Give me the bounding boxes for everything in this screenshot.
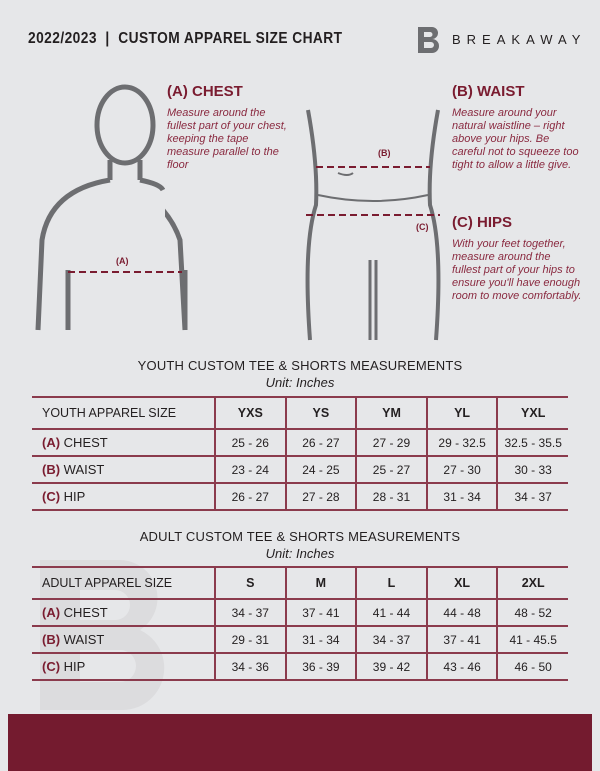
table-header-row: YOUTH APPAREL SIZE YXS YS YM YL YXL: [32, 396, 568, 430]
size-header: XL: [425, 566, 498, 600]
measurement-value: 27 - 30: [425, 455, 498, 484]
measurement-value: 28 - 31: [355, 482, 427, 511]
measurement-label: (C) HIP: [32, 652, 215, 681]
measurement-value: 37 - 41: [425, 625, 498, 654]
measurement-value: 44 - 48: [425, 598, 498, 627]
measurement-name: CHEST: [63, 435, 108, 450]
measurement-value: 27 - 28: [284, 482, 357, 511]
footer-bar: [8, 714, 592, 771]
adult-table-title: ADULT CUSTOM TEE & SHORTS MEASUREMENTS: [139, 529, 461, 544]
measurement-value: 30 - 33: [496, 455, 568, 484]
measurement-code: (B): [42, 632, 61, 647]
size-header: YS: [284, 396, 357, 430]
chest-figure-illustration: [35, 84, 165, 331]
youth-size-table: YOUTH APPAREL SIZE YXS YS YM YL YXL (A) CHEST 2…: [32, 396, 568, 511]
chest-marker: (A): [116, 256, 129, 266]
size-header: YM: [355, 396, 427, 430]
measurement-code: (B): [42, 462, 61, 477]
measurement-label: (C) HIP: [32, 482, 215, 511]
hips-heading: (C) HIPS: [452, 214, 512, 231]
measurement-value: 34 - 36: [214, 652, 286, 681]
measurement-value: 26 - 27: [284, 428, 357, 457]
size-header: M: [284, 566, 357, 600]
chest-figure-right-illustration: [165, 208, 188, 331]
measurement-value: 25 - 27: [355, 455, 427, 484]
measurement-value: 26 - 27: [214, 482, 286, 511]
measurement-value: 25 - 26: [214, 428, 286, 457]
waist-hips-figure-illustration: [305, 109, 441, 341]
measurement-value: 36 - 39: [284, 652, 357, 681]
measurement-value: 39 - 42: [355, 652, 427, 681]
measurement-value: 34 - 37: [214, 598, 286, 627]
waist-marker: (B): [378, 148, 391, 158]
measurement-label: (A) CHEST: [32, 598, 215, 627]
measurement-name: HIP: [63, 489, 86, 504]
adult-size-table: ADULT APPAREL SIZE S M L XL 2XL (A) CHEST 34 - …: [32, 566, 568, 681]
size-header: L: [355, 566, 427, 600]
size-header: YXS: [214, 396, 286, 430]
measurement-name: CHEST: [63, 605, 108, 620]
table-row: (A) CHEST 25 - 26 26 - 27 27 - 29 29 - 32.5 3…: [32, 428, 568, 457]
size-header: S: [214, 566, 286, 600]
measurement-value: 23 - 24: [214, 455, 286, 484]
breakaway-logo-icon: [418, 27, 439, 53]
measurement-code: (C): [42, 489, 61, 504]
page-title: 2022/2023 | CUSTOM APPAREL SIZE CHART: [28, 30, 343, 47]
measurement-label: (B) WAIST: [32, 455, 215, 484]
table-row: (B) WAIST 23 - 24 24 - 25 25 - 27 27 - 30 30 …: [32, 455, 568, 484]
size-header: 2XL: [496, 566, 568, 600]
measurement-value: 43 - 46: [425, 652, 498, 681]
measurement-name: WAIST: [63, 462, 105, 477]
measurement-code: (A): [42, 435, 61, 450]
measurement-name: WAIST: [63, 632, 105, 647]
measurement-code: (A): [42, 605, 61, 620]
measurement-value: 27 - 29: [355, 428, 427, 457]
size-label-header: ADULT APPAREL SIZE: [32, 566, 215, 600]
hips-marker: (C): [416, 222, 429, 232]
brand-name: BREAKAWAY: [452, 32, 587, 47]
youth-unit: Unit: Inches: [265, 375, 335, 390]
size-header: YXL: [496, 396, 568, 430]
measurement-value: 34 - 37: [496, 482, 568, 511]
measurement-value: 24 - 25: [284, 455, 357, 484]
measurement-label: (A) CHEST: [32, 428, 215, 457]
measurement-value: 29 - 32.5: [425, 428, 498, 457]
measurement-value: 48 - 52: [496, 598, 568, 627]
chest-heading: (A) CHEST: [167, 83, 243, 100]
waist-heading: (B) WAIST: [452, 83, 525, 100]
chest-measure-line: [68, 271, 182, 273]
size-header: YL: [425, 396, 498, 430]
adult-unit: Unit: Inches: [265, 546, 335, 561]
measurement-value: 41 - 44: [355, 598, 427, 627]
measurement-code: (C): [42, 659, 61, 674]
measurement-name: HIP: [63, 659, 86, 674]
table-row: (A) CHEST 34 - 37 37 - 41 41 - 44 44 - 48 48 …: [32, 598, 568, 627]
hips-description: With your feet together, measure around …: [452, 238, 582, 302]
measurement-value: 41 - 45.5: [496, 625, 568, 654]
measurement-label: (B) WAIST: [32, 625, 215, 654]
measurement-value: 29 - 31: [214, 625, 286, 654]
size-label-header: YOUTH APPAREL SIZE: [32, 396, 215, 430]
table-header-row: ADULT APPAREL SIZE S M L XL 2XL: [32, 566, 568, 600]
chest-description: Measure around the fullest part of your …: [167, 107, 287, 171]
measurement-value: 31 - 34: [425, 482, 498, 511]
youth-table-title: YOUTH CUSTOM TEE & SHORTS MEASUREMENTS: [137, 358, 463, 373]
measurement-value: 46 - 50: [496, 652, 568, 681]
table-row: (C) HIP 26 - 27 27 - 28 28 - 31 31 - 34 34 - …: [32, 482, 568, 511]
table-row: (B) WAIST 29 - 31 31 - 34 34 - 37 37 - 41 41 …: [32, 625, 568, 654]
waist-description: Measure around your natural waistline – …: [452, 107, 579, 171]
table-row: (C) HIP 34 - 36 36 - 39 39 - 42 43 - 46 46 - …: [32, 652, 568, 681]
measurement-value: 37 - 41: [284, 598, 357, 627]
measurement-value: 34 - 37: [355, 625, 427, 654]
measurement-value: 32.5 - 35.5: [496, 428, 568, 457]
measurement-value: 31 - 34: [284, 625, 357, 654]
